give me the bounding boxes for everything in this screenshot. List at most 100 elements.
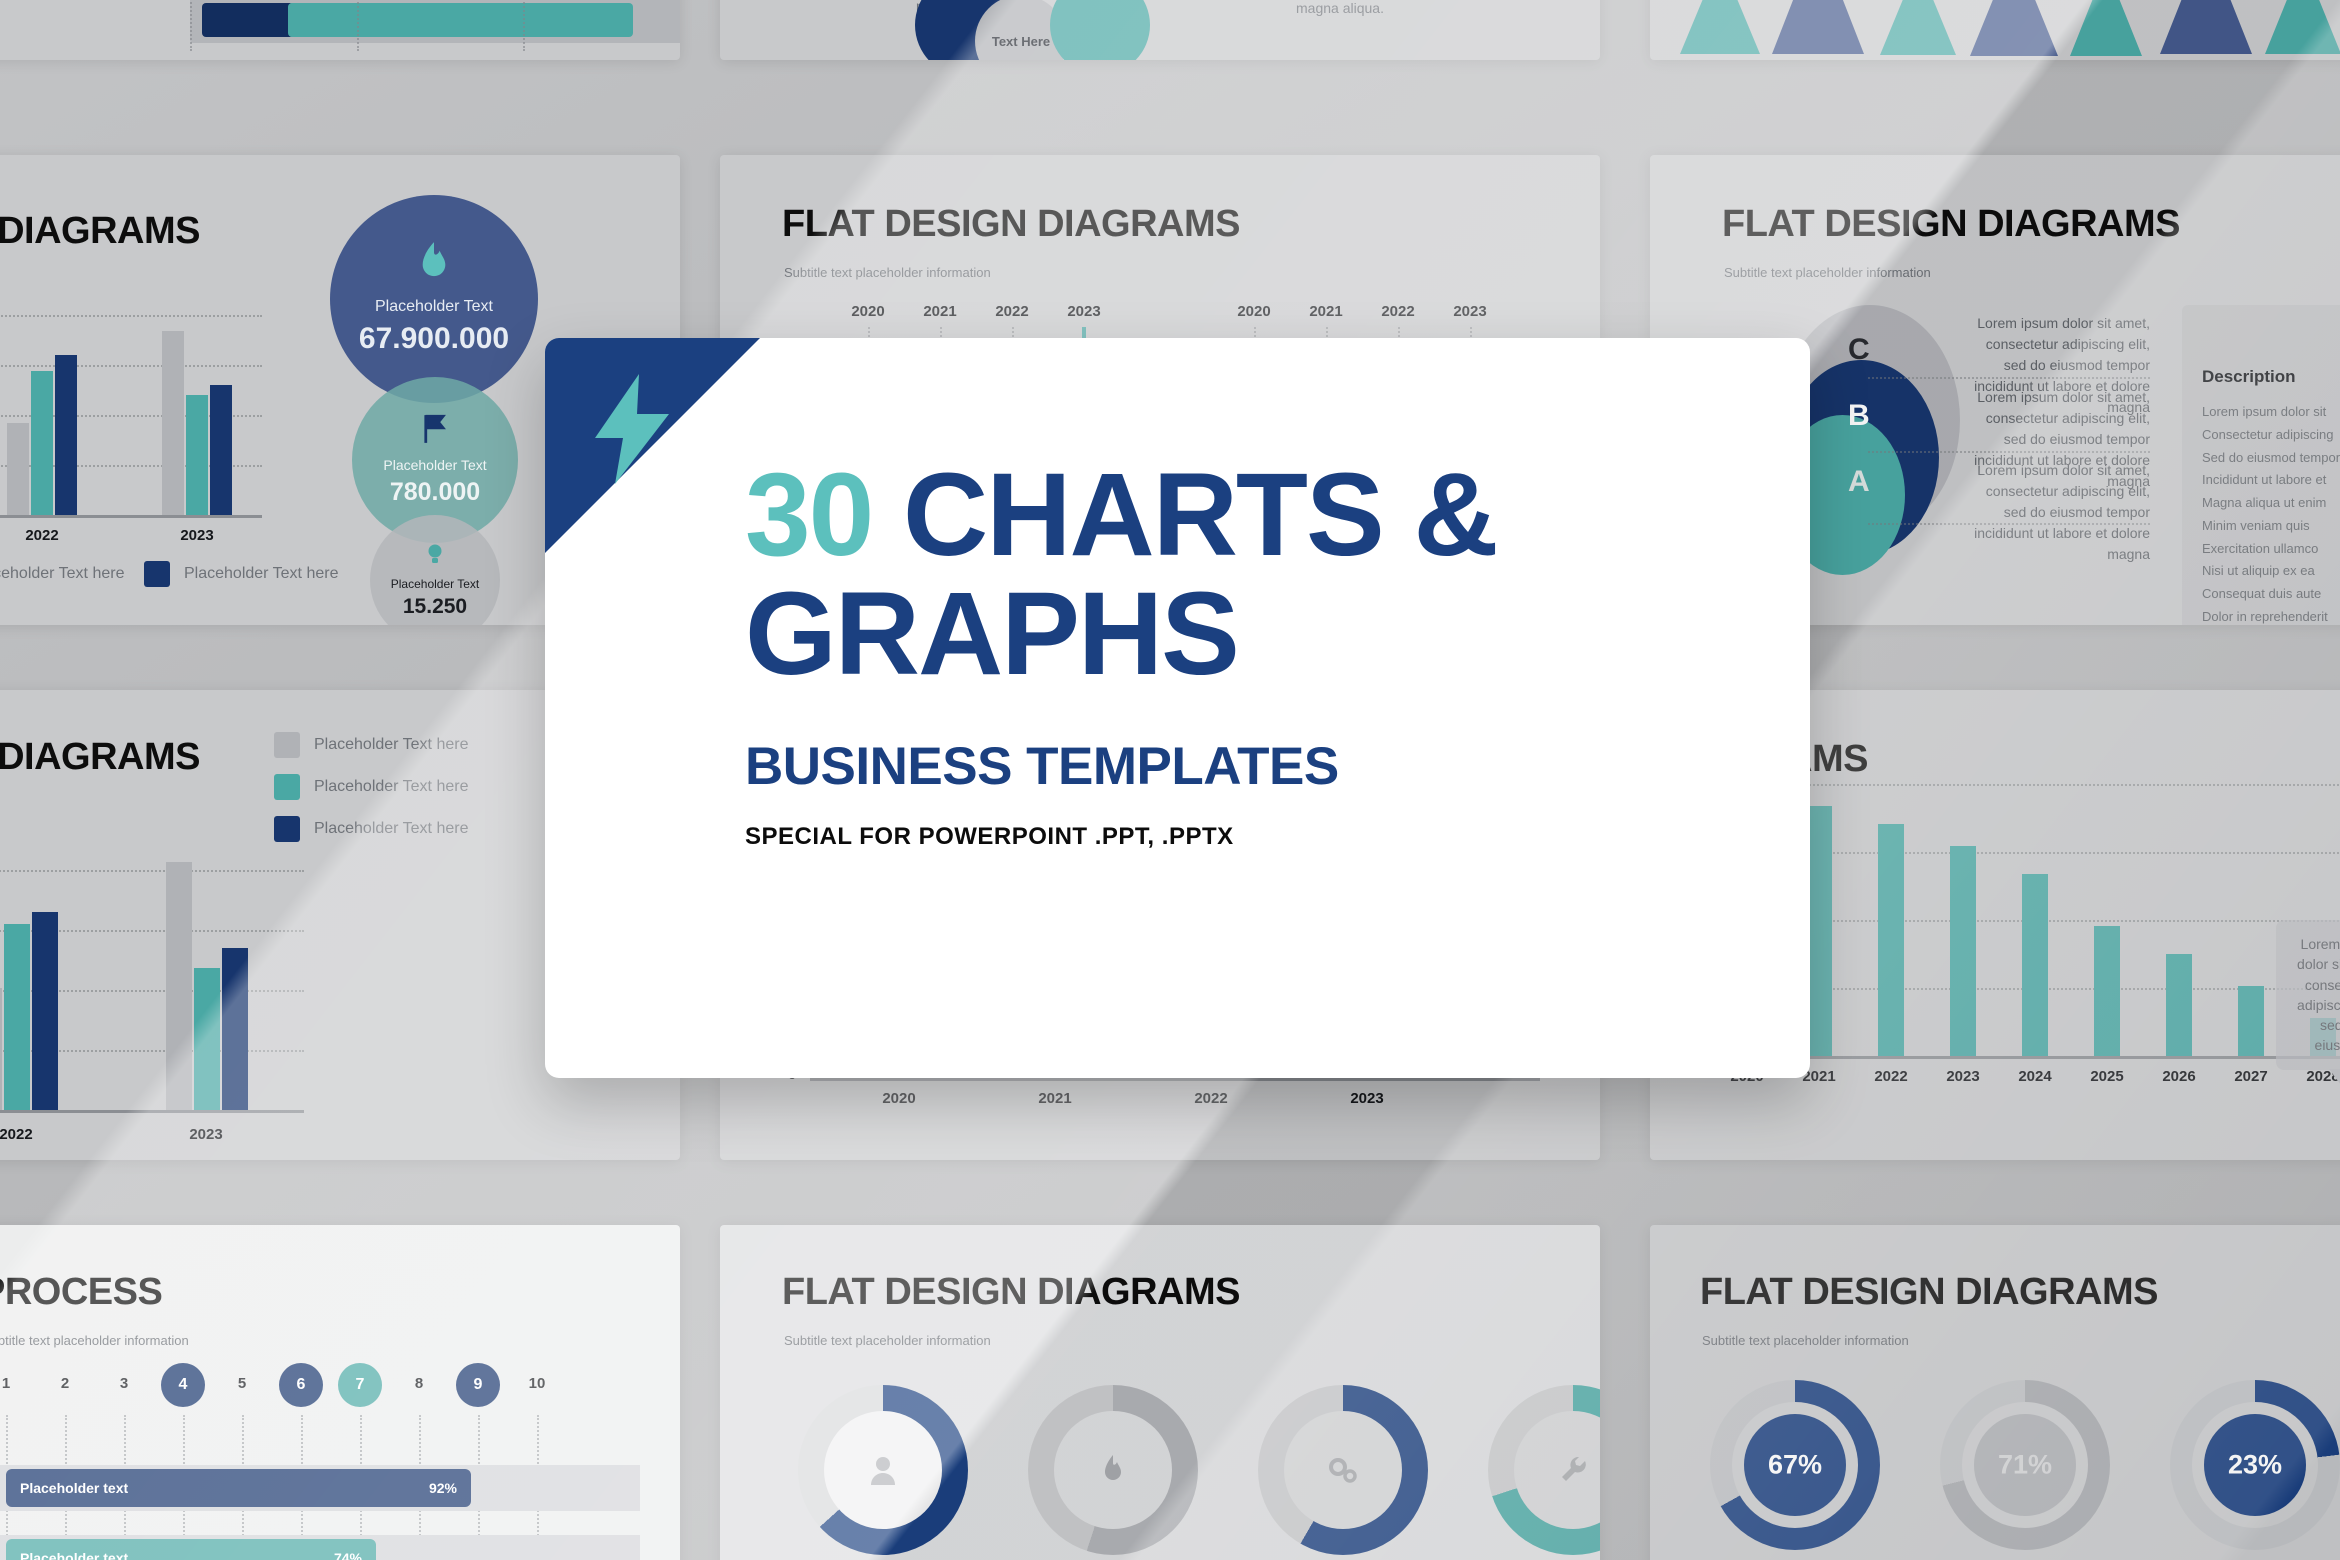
legend-item[interactable]: Placeholder Text here: [274, 816, 468, 842]
donut-value: 67%: [1767, 1449, 1823, 1480]
panel-item: Sed do eiusmod tempor: [2202, 449, 2340, 465]
donut-inner-circle: [1744, 1414, 1846, 1516]
x-tick-label: 2026: [2162, 1068, 2196, 1085]
step-number: 5: [237, 1375, 247, 1392]
step-number: 10: [528, 1375, 546, 1392]
x-tick-label: 2022: [1381, 303, 1415, 320]
corner-ribbon: [545, 338, 760, 553]
description-panel[interactable]: Description Lorem ipsum dolor sit Consec…: [2182, 305, 2340, 625]
step-number: 2: [60, 1375, 70, 1392]
bar: [2238, 986, 2264, 1056]
progress-fill-navy: [202, 3, 294, 37]
donut-inner-circle: [1974, 1414, 2076, 1516]
triangle: [1970, 0, 2058, 56]
x-tick-label: 2022: [995, 303, 1029, 320]
step-dot-4[interactable]: 4: [161, 1363, 205, 1407]
x-tick-label: 2027: [2234, 1068, 2268, 1085]
slide-progress-bars[interactable]: 04. Description Text Lorem ipsum dolor s…: [0, 0, 680, 60]
gridline: [0, 1050, 304, 1052]
chart-plot-area: 2021 2022 2023: [0, 315, 262, 544]
gridline: [0, 415, 262, 417]
legend-label: Placeholder Text here: [314, 778, 469, 795]
venn-divider: [1868, 377, 2150, 379]
x-tick-label: 2022: [0, 1126, 33, 1143]
panel-item: Magna aliqua ut enim: [2202, 495, 2327, 510]
x-tick-label: 2025: [2090, 1068, 2124, 1085]
circles-desc-right: do eiusmod tempor incididunt ut labore e…: [1296, 0, 1384, 16]
legend-item[interactable]: Placeholder Text here: [274, 774, 468, 800]
page-subtitle: Subtitle text placeholder information: [1702, 1333, 1909, 1348]
chart-plot-area: 0 2020 2021 2022 2023 2024 2025 2026 202…: [1678, 780, 2340, 1085]
page-subtitle: Subtitle text placeholder information: [0, 1333, 189, 1348]
venn-divider: [1868, 451, 2150, 453]
legend-swatch-navy: [274, 816, 300, 842]
triangle: [1772, 0, 1864, 54]
slide-icon-donuts[interactable]: FLAT DESIGN DIAGRAMS Subtitle text place…: [720, 1225, 1600, 1560]
triangle: [2160, 0, 2252, 54]
slide-circles[interactable]: do eiusmod tempor incididunt ut labore e…: [720, 0, 1600, 60]
x-tick-label: 2023: [1067, 303, 1101, 320]
panel-item: Nisi ut aliquip ex ea: [2202, 563, 2315, 579]
legend-item[interactable]: Placeholder Text here: [144, 561, 338, 587]
gridline: [0, 930, 304, 932]
legend-label: Placeholder Text here: [184, 565, 339, 582]
grid-dash: [357, 0, 359, 51]
slide-triangles[interactable]: [1650, 0, 2340, 60]
step-dot-6[interactable]: 6: [279, 1363, 323, 1407]
grid-dash: [523, 0, 525, 51]
bubble-badge-label: Text Here: [991, 33, 1051, 49]
bubble-teal: [1050, 0, 1150, 60]
gridline: [1678, 920, 2340, 922]
stat-bubble-1[interactable]: Placeholder Text 67.900.000: [330, 195, 538, 403]
stat-bubble-3[interactable]: Placeholder Text 15.250: [370, 515, 500, 625]
bar: [2166, 954, 2192, 1056]
hero-line-2: GRAPHS: [745, 568, 1240, 700]
stat-bubble-label: Placeholder Text: [383, 456, 487, 473]
step-dot-7[interactable]: 7: [338, 1363, 382, 1407]
hero-tagline: SPECIAL FOR POWERPOINT .PPT, .PPTX: [745, 823, 1234, 851]
hero-card[interactable]: 30 CHARTS & GRAPHS BUSINESS TEMPLATES SP…: [545, 338, 1810, 1078]
x-tick-label: 2023: [189, 1126, 223, 1143]
x-tick-label: 2022: [1874, 1068, 1908, 1085]
process-bar-pct: 92%: [428, 1480, 457, 1496]
lightning-bolt-icon: [589, 374, 675, 489]
legend-label: Placeholder Text here: [314, 820, 469, 837]
panel-item: Consequat duis aute: [2202, 586, 2322, 601]
legend-label: Placeholder Text here: [0, 565, 125, 582]
process-bar-2[interactable]: Placeholder text 74%: [6, 1539, 376, 1560]
gridline: [1678, 988, 2340, 990]
x-tick-label: 2023: [1946, 1068, 1980, 1085]
progress-fill-teal: [288, 3, 633, 37]
step-dot-9[interactable]: 9: [456, 1363, 500, 1407]
gears-icon: [1327, 1455, 1359, 1485]
process-bar-label: Placeholder text: [20, 1550, 129, 1560]
panel-item: Lorem ipsum dolor sit: [2202, 404, 2327, 419]
user-icon: [868, 1454, 898, 1486]
legend-item[interactable]: Placeholder Text here: [0, 561, 124, 587]
bar: [210, 385, 232, 515]
process-bar-1[interactable]: Placeholder text 92%: [6, 1469, 471, 1507]
grid-dash: [190, 0, 192, 51]
page-title: FLAT DESIGN DIAGRAMS: [1722, 203, 2180, 245]
x-tick-label: 2023: [1350, 1090, 1384, 1107]
venn-label-b: B: [1848, 399, 1870, 432]
gridline: [0, 315, 262, 317]
slide-process[interactable]: PROCESS Subtitle text placeholder inform…: [0, 1225, 680, 1560]
venn-row-text: Lorem ipsum dolor sit amet, consectetur …: [1974, 389, 2150, 489]
legend-swatch-teal: [274, 774, 300, 800]
bar: [186, 395, 208, 515]
page-title: PROCESS: [0, 1271, 163, 1313]
gridline: [1678, 784, 2340, 786]
slide-percent-donuts[interactable]: FLAT DESIGN DIAGRAMS Subtitle text place…: [1650, 1225, 2340, 1560]
stat-bubble-value: 780.000: [389, 477, 481, 506]
gridline: [0, 870, 304, 872]
bar: [166, 862, 192, 1110]
legend-item[interactable]: Placeholder Text here: [274, 732, 468, 758]
gridline: [1678, 852, 2340, 854]
panel-heading: Description: [2202, 367, 2296, 386]
process-bar-label: Placeholder text: [20, 1480, 129, 1496]
venn-row-text: Lorem ipsum dolor sit amet, consectetur …: [1974, 462, 2150, 562]
legend-swatch-grey: [274, 732, 300, 758]
flag-icon: [421, 414, 449, 449]
page-subtitle: Subtitle text placeholder information: [1724, 265, 1931, 280]
